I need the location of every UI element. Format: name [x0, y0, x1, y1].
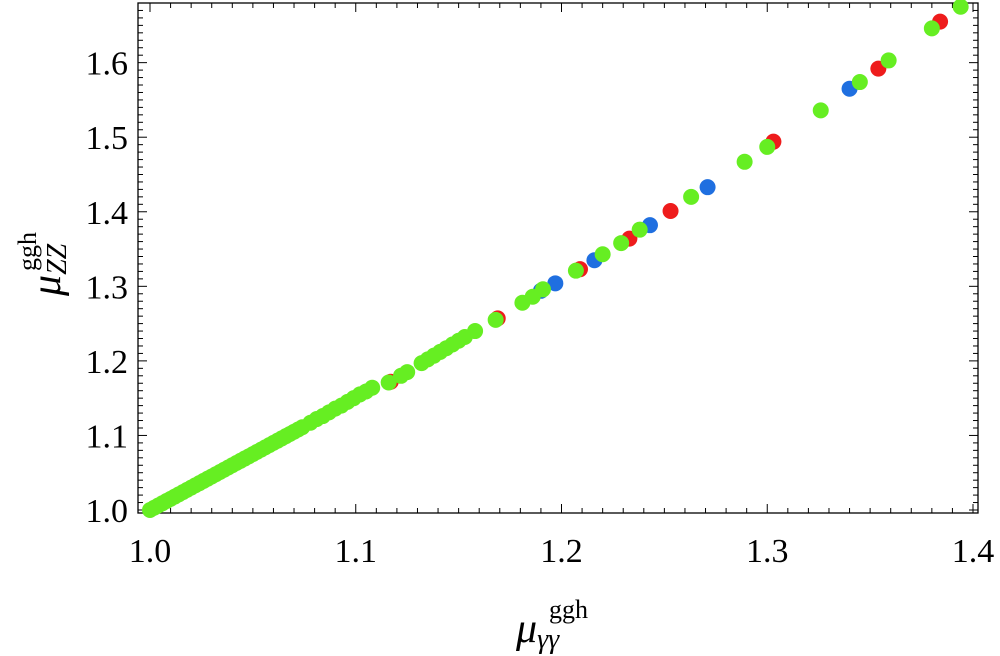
y-axis-title: μZZ	[24, 243, 73, 297]
data-point	[631, 221, 648, 238]
data-point	[923, 20, 940, 37]
y-tick-label: 1.4	[86, 195, 129, 232]
y-axis-title-sup: ggh	[13, 232, 42, 271]
x-axis-tick-labels: 1.0 1.1 1.2 1.3 1.4	[129, 533, 995, 570]
data-point	[759, 138, 776, 155]
data-point	[567, 262, 584, 279]
y-tick-label: 1.3	[86, 269, 129, 306]
x-tick-label: 1.2	[540, 533, 583, 570]
series-2	[142, 0, 969, 518]
data-point	[812, 102, 829, 119]
y-axis-tick-labels: 1.0 1.1 1.2 1.3 1.4 1.5 1.6	[86, 46, 129, 530]
data-point	[683, 188, 700, 205]
y-tick-label: 1.5	[86, 120, 129, 157]
data-point	[594, 246, 611, 263]
data-point	[547, 275, 564, 292]
data-points	[142, 0, 969, 518]
x-tick-label: 1.0	[129, 533, 172, 570]
x-axis-ticks	[149, 3, 974, 513]
data-point	[534, 281, 551, 298]
y-tick-label: 1.1	[86, 418, 129, 455]
data-point	[699, 179, 716, 196]
data-point	[952, 0, 969, 15]
y-axis-ticks	[138, 2, 978, 511]
data-point	[880, 52, 897, 69]
data-point	[736, 153, 753, 170]
data-point	[851, 74, 868, 91]
data-point	[487, 311, 504, 328]
plot-frame	[137, 2, 979, 514]
data-point	[364, 379, 381, 396]
x-axis-title: μγγ	[515, 606, 560, 655]
x-tick-label: 1.4	[952, 533, 995, 570]
y-tick-label: 1.0	[86, 493, 129, 530]
y-tick-label: 1.6	[86, 46, 129, 83]
data-point	[380, 374, 397, 391]
data-point	[613, 235, 630, 252]
data-point	[467, 323, 484, 340]
data-point	[399, 364, 416, 381]
x-axis-title-sup: ggh	[549, 595, 588, 624]
data-point	[662, 203, 679, 220]
x-tick-label: 1.3	[746, 533, 789, 570]
y-axis-title-group: μZZ ggh	[13, 232, 73, 297]
y-tick-label: 1.2	[86, 344, 129, 381]
x-tick-label: 1.1	[335, 533, 378, 570]
